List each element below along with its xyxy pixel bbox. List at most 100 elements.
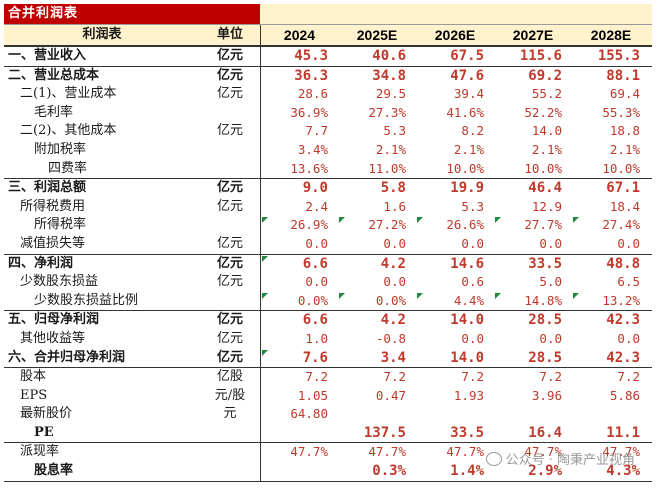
row-label[interactable]: 一、营业收入 xyxy=(8,48,87,63)
value-cell[interactable]: 67.5 xyxy=(450,48,484,64)
row-label[interactable]: 股本 xyxy=(20,369,47,385)
value-cell[interactable]: 47.7% xyxy=(446,444,484,460)
value-cell[interactable]: 4.2 xyxy=(380,312,406,329)
value-cell[interactable]: 67.1 xyxy=(606,180,640,197)
value-cell[interactable]: 26.6% xyxy=(416,216,494,235)
row-label[interactable]: 减值损失等 xyxy=(20,235,86,251)
header-year[interactable]: 2025E xyxy=(356,27,398,43)
value-cell[interactable]: 11.1 xyxy=(606,424,640,441)
value-cell[interactable] xyxy=(338,405,416,424)
value-cell[interactable]: 2.1% xyxy=(609,141,640,157)
value-cell[interactable]: 5.3 xyxy=(383,123,406,139)
value-cell[interactable] xyxy=(260,462,338,481)
value-cell[interactable]: 7.2 xyxy=(260,368,338,387)
value-cell[interactable]: 14.0 xyxy=(450,312,484,329)
row-label[interactable]: 三、利润总额 xyxy=(8,180,87,196)
value-cell[interactable]: 6.6 xyxy=(260,254,338,274)
header-label[interactable]: 利润表 xyxy=(82,27,122,42)
row-unit[interactable]: 亿元 xyxy=(216,349,243,365)
header-year[interactable]: 2024 xyxy=(260,25,338,45)
value-cell[interactable]: 7.2 xyxy=(617,369,640,385)
value-cell[interactable]: 0.0 xyxy=(461,330,484,346)
row-label[interactable]: EPS xyxy=(20,387,48,403)
row-unit[interactable]: 元 xyxy=(223,406,237,422)
value-cell[interactable]: 12.9 xyxy=(531,198,562,214)
row-label[interactable]: 二(2)、其他成本 xyxy=(20,123,117,139)
value-cell[interactable]: 4.2 xyxy=(380,255,406,272)
value-cell[interactable]: 3.4 xyxy=(380,349,406,366)
value-cell[interactable]: 47.7% xyxy=(260,443,338,463)
value-cell[interactable]: 10.0% xyxy=(446,160,484,176)
value-cell[interactable]: 47.6 xyxy=(450,67,484,84)
value-cell[interactable]: 1.05 xyxy=(260,386,338,406)
value-cell[interactable]: 27.2% xyxy=(338,216,416,235)
value-cell[interactable]: 4.3% xyxy=(606,463,640,480)
value-cell[interactable]: 45.3 xyxy=(260,47,338,66)
row-unit[interactable]: 亿股 xyxy=(216,369,243,385)
value-cell[interactable]: 69.2 xyxy=(528,67,562,84)
value-cell[interactable]: 16.4 xyxy=(528,424,562,441)
header-year[interactable]: 2026E xyxy=(434,27,476,43)
value-cell[interactable]: 0.0 xyxy=(617,235,640,251)
row-unit[interactable]: 亿元 xyxy=(216,255,243,271)
value-cell[interactable]: 7.2 xyxy=(539,369,562,385)
value-cell[interactable]: 0.0 xyxy=(383,235,406,251)
value-cell[interactable]: 7.2 xyxy=(461,369,484,385)
value-cell[interactable]: 2.9% xyxy=(528,463,562,480)
value-cell[interactable]: 11.0% xyxy=(368,160,406,176)
value-cell[interactable]: 14.6 xyxy=(450,255,484,272)
value-cell[interactable]: 33.5 xyxy=(450,424,484,441)
value-cell[interactable]: 27.7% xyxy=(494,216,572,235)
value-cell[interactable]: 2.1% xyxy=(375,141,406,157)
value-cell[interactable]: 0.0 xyxy=(539,235,562,251)
row-unit[interactable] xyxy=(200,160,260,179)
value-cell[interactable]: 28.5 xyxy=(528,312,562,329)
value-cell[interactable]: 5.3 xyxy=(461,198,484,214)
value-cell[interactable]: 18.8 xyxy=(609,123,640,139)
value-cell[interactable]: 155.3 xyxy=(597,48,640,64)
value-cell[interactable]: 36.3 xyxy=(260,66,338,86)
value-cell[interactable] xyxy=(416,405,494,424)
value-cell[interactable]: 1.6 xyxy=(383,198,406,214)
value-cell[interactable]: -0.8 xyxy=(375,330,406,346)
value-cell[interactable]: 1.93 xyxy=(453,387,484,403)
value-cell[interactable]: 42.3 xyxy=(606,349,640,366)
value-cell[interactable]: 0.0 xyxy=(260,234,338,254)
row-unit[interactable]: 亿元 xyxy=(216,312,243,328)
row-label[interactable]: 附加税率 xyxy=(34,141,87,157)
value-cell[interactable]: 0.3% xyxy=(372,463,406,480)
row-label[interactable]: 六、合并归母净利润 xyxy=(8,349,126,365)
value-cell[interactable]: 13.6% xyxy=(260,159,338,179)
value-cell[interactable]: 6.5 xyxy=(617,274,640,290)
row-label[interactable]: 四费率 xyxy=(48,160,88,176)
value-cell[interactable]: 8.2 xyxy=(461,123,484,139)
row-label[interactable]: 二、营业总成本 xyxy=(8,67,100,83)
value-cell[interactable]: 29.5 xyxy=(375,86,406,102)
value-cell[interactable]: 5.86 xyxy=(609,387,640,403)
value-cell[interactable]: 0.0% xyxy=(260,291,338,311)
row-unit[interactable]: 亿元 xyxy=(216,86,243,102)
value-cell[interactable]: 42.3 xyxy=(606,312,640,329)
value-cell[interactable]: 115.6 xyxy=(519,48,562,64)
value-cell[interactable]: 7.2 xyxy=(383,369,406,385)
row-unit[interactable]: 亿元 xyxy=(216,48,243,63)
row-label[interactable]: 二(1)、营业成本 xyxy=(20,86,117,102)
value-cell[interactable]: 46.4 xyxy=(528,180,562,197)
value-cell[interactable]: 19.9 xyxy=(450,180,484,197)
value-cell[interactable]: 48.8 xyxy=(606,255,640,272)
row-label[interactable]: 其他收益等 xyxy=(20,330,86,346)
row-unit[interactable]: 元/股 xyxy=(214,387,246,403)
row-label[interactable]: PE xyxy=(34,424,54,440)
value-cell[interactable]: 28.6 xyxy=(260,85,338,104)
row-label[interactable]: 五、归母净利润 xyxy=(8,312,100,328)
row-unit[interactable]: 亿元 xyxy=(216,67,243,83)
value-cell[interactable] xyxy=(260,423,338,443)
row-unit[interactable] xyxy=(200,216,260,235)
value-cell[interactable]: 4.4% xyxy=(416,292,494,311)
value-cell[interactable]: 5.0 xyxy=(539,274,562,290)
value-cell[interactable]: 0.0 xyxy=(260,273,338,292)
value-cell[interactable]: 52.2% xyxy=(524,104,562,120)
row-unit[interactable] xyxy=(200,443,260,462)
value-cell[interactable] xyxy=(572,405,650,424)
row-unit[interactable]: 亿元 xyxy=(216,330,243,346)
